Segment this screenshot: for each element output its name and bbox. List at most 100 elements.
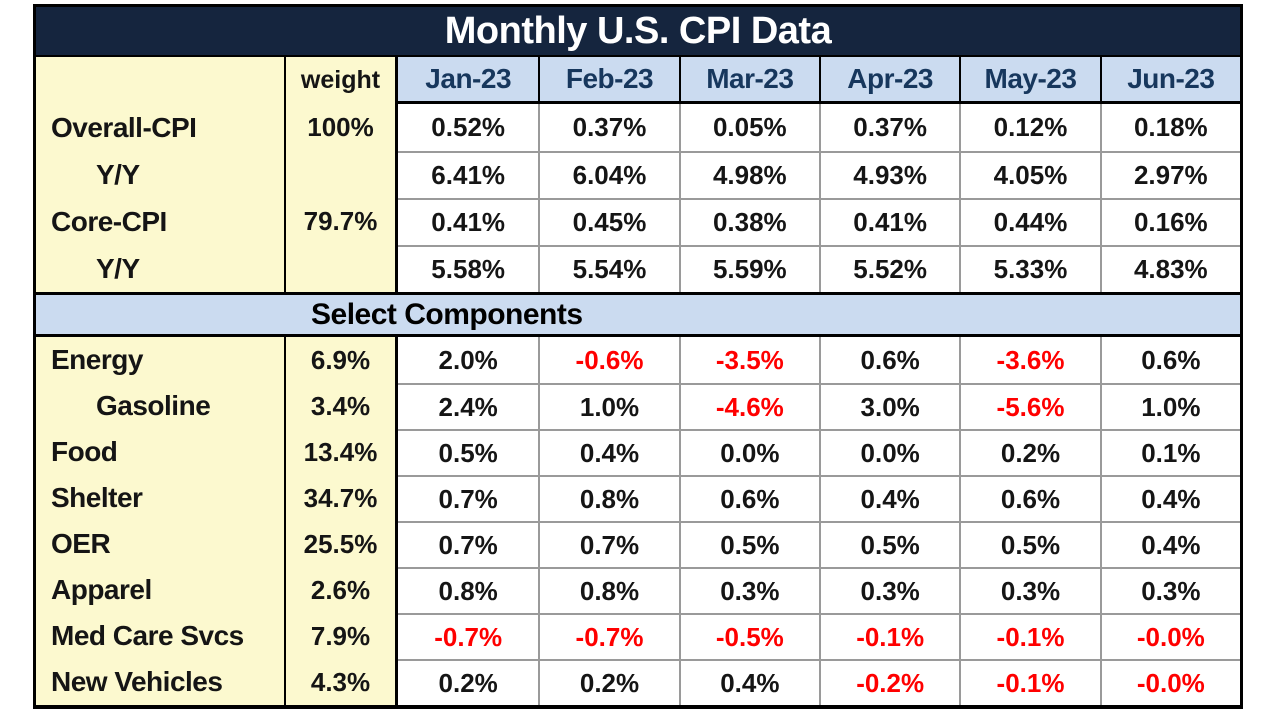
data-cell: 0.8%: [538, 475, 679, 521]
data-cell: -0.1%: [959, 659, 1100, 705]
weight-value: 2.6%: [286, 567, 398, 613]
table-row: Overall-CPI 100% 0.52% 0.37% 0.05% 0.37% 0.12%…: [36, 104, 1240, 151]
row-label: Core-CPI: [36, 198, 286, 245]
month-column-header: May-23: [959, 57, 1100, 104]
top-section: weight Jan-23 Feb-23 Mar-23 Apr-23 May-23 Jun…: [36, 57, 1240, 295]
row-label: New Vehicles: [36, 659, 286, 705]
data-cell: 0.4%: [1099, 475, 1240, 521]
table-row: Med Care Svcs 7.9% -0.7% -0.7% -0.5% -0.1% -0.…: [36, 613, 1240, 659]
corner-cell: [36, 57, 286, 104]
data-cell: 0.4%: [818, 475, 960, 521]
data-cell: 4.83%: [1099, 245, 1240, 292]
data-cell: 0.8%: [538, 567, 679, 613]
data-cell: 0.4%: [1099, 521, 1240, 567]
data-cell: 2.0%: [398, 337, 539, 383]
row-label: Shelter: [36, 475, 286, 521]
table-row: Core-CPI 79.7% 0.41% 0.45% 0.38% 0.41% 0.44% 0.…: [36, 198, 1240, 245]
data-cell: -0.2%: [818, 659, 960, 705]
data-cell: 3.0%: [818, 383, 960, 429]
weight-value: 13.4%: [286, 429, 398, 475]
weight-value: 4.3%: [286, 659, 398, 705]
table-row: Y/Y 6.41% 6.04% 4.98% 4.93% 4.05% 2.97%: [36, 151, 1240, 198]
data-cell: 5.58%: [398, 245, 539, 292]
data-cell: 5.54%: [538, 245, 679, 292]
data-cell: 0.6%: [959, 475, 1100, 521]
data-cell: 0.0%: [818, 429, 960, 475]
data-cell: -0.7%: [538, 613, 679, 659]
data-cell: 0.7%: [398, 475, 539, 521]
data-cell: 0.2%: [959, 429, 1100, 475]
row-label: OER: [36, 521, 286, 567]
data-cell: 0.3%: [818, 567, 960, 613]
weight-value: 7.9%: [286, 613, 398, 659]
row-label: Apparel: [36, 567, 286, 613]
data-cell: -4.6%: [678, 383, 819, 429]
table-row: Food 13.4% 0.5% 0.4% 0.0% 0.0% 0.2% 0.1%: [36, 429, 1240, 475]
weight-value: [286, 245, 398, 292]
data-cell: 0.2%: [398, 659, 539, 705]
row-label: Gasoline: [36, 383, 286, 429]
weight-value: 25.5%: [286, 521, 398, 567]
data-cell: 5.33%: [959, 245, 1100, 292]
data-cell: 4.98%: [678, 151, 819, 198]
section-header-select-components: Select Components: [36, 295, 1240, 337]
row-label: Y/Y: [36, 245, 286, 292]
data-cell: -0.1%: [818, 613, 960, 659]
data-cell: 4.05%: [959, 151, 1100, 198]
data-cell: -3.5%: [678, 337, 819, 383]
row-label: Energy: [36, 337, 286, 383]
table-row: Energy 6.9% 2.0% -0.6% -3.5% 0.6% -3.6% 0.6%: [36, 337, 1240, 383]
weight-value: 100%: [286, 104, 398, 151]
data-cell: 0.16%: [1099, 198, 1240, 245]
data-cell: 0.2%: [538, 659, 679, 705]
data-cell: 0.05%: [678, 104, 819, 151]
data-cell: 1.0%: [1099, 383, 1240, 429]
month-column-header: Jun-23: [1099, 57, 1240, 104]
data-cell: 0.37%: [538, 104, 679, 151]
data-cell: -0.6%: [538, 337, 679, 383]
data-cell: 0.8%: [398, 567, 539, 613]
data-cell: 0.3%: [1099, 567, 1240, 613]
data-cell: -3.6%: [959, 337, 1100, 383]
data-cell: 0.7%: [398, 521, 539, 567]
data-cell: 6.41%: [398, 151, 539, 198]
data-cell: 0.6%: [818, 337, 960, 383]
data-cell: 2.97%: [1099, 151, 1240, 198]
table-row: New Vehicles 4.3% 0.2% 0.2% 0.4% -0.2% -0.1% -0…: [36, 659, 1240, 705]
cpi-table: Monthly U.S. CPI Data weight Jan-23 Feb-2…: [33, 4, 1243, 709]
header-row: weight Jan-23 Feb-23 Mar-23 Apr-23 May-23 Jun…: [36, 57, 1240, 104]
data-cell: -0.0%: [1099, 613, 1240, 659]
data-cell: 0.41%: [818, 198, 960, 245]
table-row: Y/Y 5.58% 5.54% 5.59% 5.52% 5.33% 4.83%: [36, 245, 1240, 292]
data-cell: 0.45%: [538, 198, 679, 245]
row-label: Med Care Svcs: [36, 613, 286, 659]
data-cell: 5.52%: [818, 245, 960, 292]
month-column-header: Mar-23: [678, 57, 819, 104]
data-cell: 4.93%: [818, 151, 960, 198]
weight-value: 6.9%: [286, 337, 398, 383]
data-cell: -0.7%: [398, 613, 539, 659]
data-cell: 0.3%: [959, 567, 1100, 613]
row-label: Overall-CPI: [36, 104, 286, 151]
row-label: Y/Y: [36, 151, 286, 198]
data-cell: 0.4%: [538, 429, 679, 475]
table-row: Shelter 34.7% 0.7% 0.8% 0.6% 0.4% 0.6% 0.4%: [36, 475, 1240, 521]
data-cell: 2.4%: [398, 383, 539, 429]
data-cell: 6.04%: [538, 151, 679, 198]
data-cell: 1.0%: [538, 383, 679, 429]
weight-value: 79.7%: [286, 198, 398, 245]
table-row: Apparel 2.6% 0.8% 0.8% 0.3% 0.3% 0.3% 0.3%: [36, 567, 1240, 613]
data-cell: -0.5%: [678, 613, 819, 659]
select-components-section: Energy 6.9% 2.0% -0.6% -3.5% 0.6% -3.6% 0.6% Gas…: [36, 337, 1240, 705]
weight-column-header: weight: [286, 57, 398, 104]
weight-value: 3.4%: [286, 383, 398, 429]
data-cell: 0.7%: [538, 521, 679, 567]
data-cell: 0.6%: [1099, 337, 1240, 383]
data-cell: 0.5%: [678, 521, 819, 567]
data-cell: 0.12%: [959, 104, 1100, 151]
data-cell: 0.4%: [678, 659, 819, 705]
table-title: Monthly U.S. CPI Data: [36, 7, 1240, 57]
data-cell: 0.52%: [398, 104, 539, 151]
data-cell: 0.37%: [818, 104, 960, 151]
table-row: Gasoline 3.4% 2.4% 1.0% -4.6% 3.0% -5.6% 1.0%: [36, 383, 1240, 429]
